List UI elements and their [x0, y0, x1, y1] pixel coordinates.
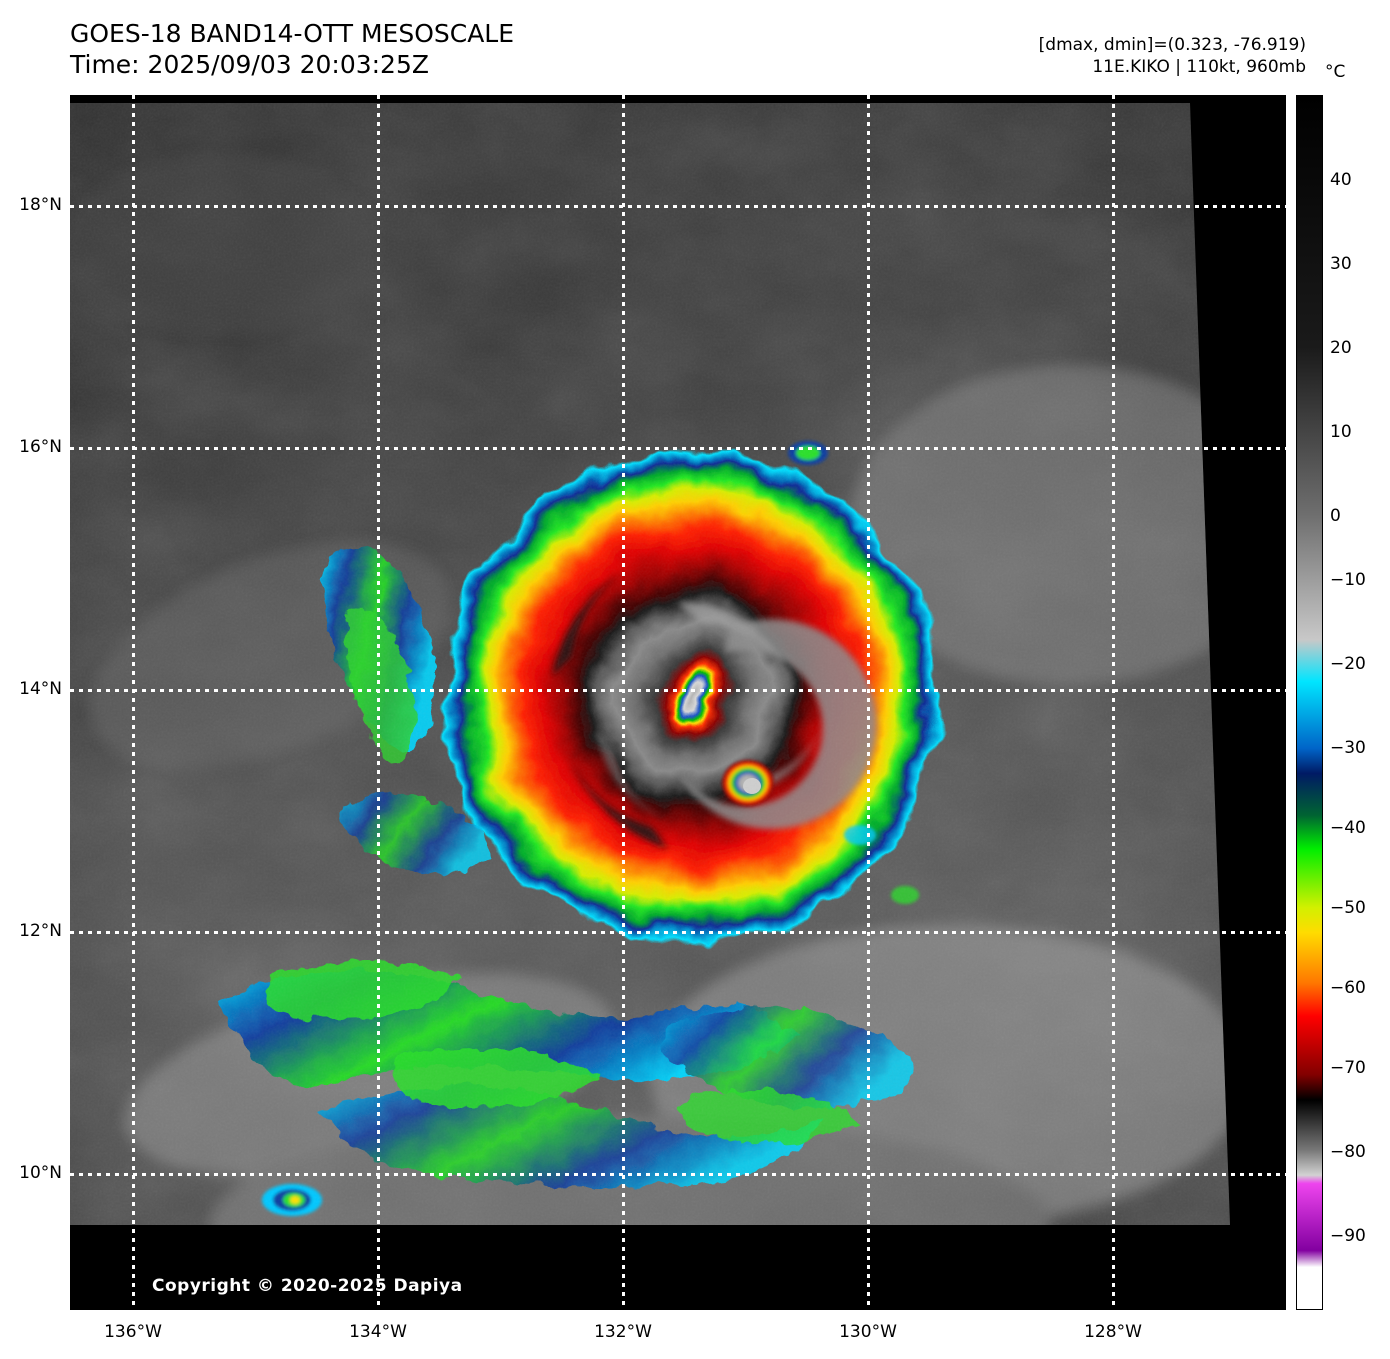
- storm-info-label: 11E.KIKO | 110kt, 960mb: [1092, 57, 1306, 77]
- cbtick-m40: −40: [1330, 818, 1366, 838]
- gridline-18N: [70, 205, 1286, 208]
- page-title: GOES-18 BAND14-OTT MESOSCALE: [70, 19, 515, 48]
- cbtick-m50: −50: [1330, 898, 1366, 918]
- cbtick-m70: −70: [1330, 1058, 1366, 1078]
- timestamp-label: Time: 2025/09/03 20:03:25Z: [70, 50, 429, 79]
- gridline-132W: [622, 95, 625, 1310]
- gridline-134W: [377, 95, 380, 1310]
- gridline-12N: [70, 931, 1286, 934]
- cbtick-10: 10: [1330, 422, 1352, 442]
- gridline-130W: [867, 95, 870, 1310]
- satellite-imagery: [70, 95, 1286, 1310]
- gridline-136W: [132, 95, 135, 1310]
- cbtick-40: 40: [1330, 170, 1352, 190]
- cbtick-m80: −80: [1330, 1142, 1366, 1162]
- gridline-14N: [70, 689, 1286, 692]
- cbtick-m10: −10: [1330, 570, 1366, 590]
- satellite-image-plot: Copyright © 2020-2025 Dapiya: [70, 95, 1286, 1310]
- gridline-128W: [1112, 95, 1115, 1310]
- cbtick-m30: −30: [1330, 738, 1366, 758]
- data-range-label: [dmax, dmin]=(0.323, -76.919): [1038, 35, 1306, 55]
- xtick-130W: 130°W: [839, 1322, 897, 1342]
- ytick-16N: 16°N: [19, 437, 62, 457]
- gridline-10N: [70, 1173, 1286, 1176]
- gridline-16N: [70, 447, 1286, 450]
- xtick-134W: 134°W: [349, 1322, 407, 1342]
- copyright-label: Copyright © 2020-2025 Dapiya: [152, 1276, 463, 1296]
- cbtick-0: 0: [1330, 506, 1341, 526]
- metadata-block: [dmax, dmin]=(0.323, -76.919) 11E.KIKO |…: [1039, 34, 1306, 78]
- cbtick-30: 30: [1330, 254, 1352, 274]
- ytick-12N: 12°N: [19, 921, 62, 941]
- ytick-18N: 18°N: [19, 195, 62, 215]
- xtick-136W: 136°W: [104, 1322, 162, 1342]
- cbtick-m20: −20: [1330, 654, 1366, 674]
- cbtick-m60: −60: [1330, 978, 1366, 998]
- colorbar: [1296, 95, 1323, 1310]
- ytick-10N: 10°N: [19, 1163, 62, 1183]
- xtick-132W: 132°W: [594, 1322, 652, 1342]
- cbtick-20: 20: [1330, 338, 1352, 358]
- title-block: GOES-18 BAND14-OTT MESOSCALE Time: 2025/…: [70, 18, 514, 80]
- colorbar-unit-label: °C: [1325, 62, 1346, 82]
- cbtick-m90: −90: [1330, 1226, 1366, 1246]
- xtick-128W: 128°W: [1084, 1322, 1142, 1342]
- ytick-14N: 14°N: [19, 679, 62, 699]
